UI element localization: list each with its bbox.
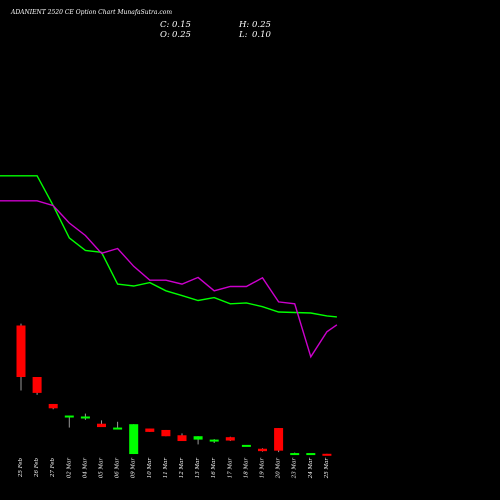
x-tick-label: 05 Mar [99, 458, 105, 479]
candle [48, 403, 58, 410]
candle-body-down [258, 448, 267, 452]
x-tick-label: 25 Mar [324, 458, 330, 480]
high-value: 0.25 [252, 20, 271, 30]
candle [258, 448, 267, 452]
candle [16, 323, 26, 391]
x-tick-label: 17 Mar [227, 458, 233, 479]
candle-body-down [322, 453, 332, 456]
candle-body-down [161, 429, 171, 437]
candle-body-down [145, 428, 155, 432]
candle-body-down [225, 437, 235, 441]
candle-body-up [129, 424, 139, 455]
candle [97, 420, 106, 428]
candle [80, 413, 90, 420]
candle-body-down [16, 325, 26, 378]
candle-body-up [209, 439, 219, 442]
candle-body-down [48, 403, 58, 409]
candle [241, 444, 251, 447]
x-tick-label: 23 Mar [292, 458, 298, 480]
low-value: 0.10 [252, 30, 272, 40]
candle [225, 436, 235, 442]
candle [177, 433, 187, 442]
candle [145, 428, 155, 432]
candle [274, 428, 284, 453]
candle [322, 453, 332, 456]
indicator-line-1 [0, 175, 337, 318]
x-tick-label: 13 Mar [195, 458, 201, 479]
indicator-lines [0, 175, 338, 359]
candle-body-down [274, 428, 284, 451]
candle [32, 377, 42, 395]
candle [113, 421, 123, 430]
candle-body-up [80, 416, 90, 419]
x-tick-label: 11 Mar [163, 458, 169, 479]
x-tick-label: 10 Mar [147, 458, 153, 479]
candle-body-up [113, 427, 123, 430]
x-axis-ticks: 25 Feb 26 Feb 27 Feb 02 Mar 04 Mar 05 Mar 06 M… [18, 458, 330, 480]
close-label: C: [160, 20, 170, 30]
candle [290, 452, 300, 456]
candles [16, 323, 332, 456]
candle [161, 429, 171, 437]
x-tick-label: 25 Feb [18, 458, 24, 479]
x-tick-label: 02 Mar [66, 458, 72, 479]
candle-body-down [97, 423, 106, 428]
open-value: 0.25 [172, 30, 191, 40]
x-tick-label: 20 Mar [276, 458, 282, 480]
x-tick-label: 09 Mar [131, 458, 137, 479]
candle-body-up [306, 453, 316, 456]
high-label: H: [238, 20, 249, 30]
candle-body-down [32, 377, 42, 393]
candle-body-down [177, 435, 187, 442]
candle [306, 453, 316, 456]
open-label: O: [160, 30, 170, 40]
candle [209, 439, 219, 443]
x-tick-label: 27 Feb [50, 458, 56, 479]
x-tick-label: 19 Mar [260, 458, 266, 479]
low-label: L: [238, 30, 248, 40]
x-tick-label: 12 Mar [179, 458, 185, 479]
x-tick-label: 04 Mar [82, 458, 88, 479]
indicator-line-2 [0, 200, 338, 359]
candle [64, 415, 74, 428]
candle-body-up [193, 436, 203, 440]
x-tick-label: 16 Mar [211, 458, 217, 479]
close-value: 0.15 [172, 20, 191, 30]
x-tick-label: 06 Mar [115, 458, 121, 479]
x-tick-label: 24 Mar [308, 458, 314, 480]
chart-title: ADANIENT 2520 CE Option Chart MunafaSutr… [10, 9, 172, 16]
x-tick-label: 18 Mar [243, 458, 249, 479]
candle [193, 436, 203, 445]
candle [129, 424, 139, 455]
x-tick-label: 26 Feb [34, 458, 40, 479]
candle-body-up [241, 444, 251, 447]
candle-body-up [290, 453, 300, 456]
candle-body-up [64, 415, 74, 418]
